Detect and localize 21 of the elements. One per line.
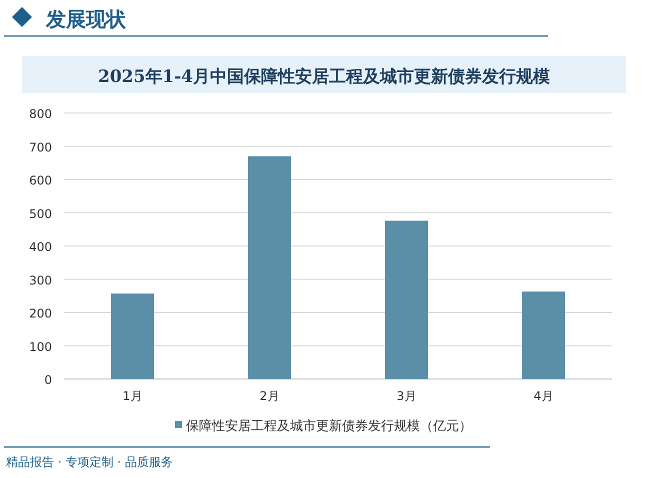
bar (111, 294, 154, 379)
chart-title: 2025年1-4月中国保障性安居工程及城市更新债券发行规模 (98, 67, 550, 87)
x-tick-label: 2月 (260, 389, 280, 403)
bar (385, 220, 428, 379)
bar (522, 292, 565, 379)
text: 精品报告 · 专项定制 · 品质服务 (6, 455, 173, 469)
y-tick-label: 0 (44, 373, 52, 387)
y-tick-label: 700 (29, 140, 52, 154)
x-tick-label: 3月 (396, 389, 416, 403)
y-tick-label: 800 (29, 107, 52, 121)
bar (248, 156, 291, 379)
y-tick-label: 100 (29, 340, 52, 354)
legend-label: 保障性安居工程及城市更新债券发行规模（亿元） (186, 418, 472, 434)
text: 发展现状 (45, 7, 127, 31)
y-tick-label: 300 (29, 273, 52, 288)
x-tick-label: 1月 (122, 389, 142, 403)
x-tick-label: 4月 (534, 389, 554, 403)
y-tick-label: 200 (29, 306, 52, 320)
y-tick-label: 400 (29, 240, 52, 254)
y-tick-label: 500 (29, 206, 52, 221)
y-tick-label: 600 (29, 174, 52, 188)
